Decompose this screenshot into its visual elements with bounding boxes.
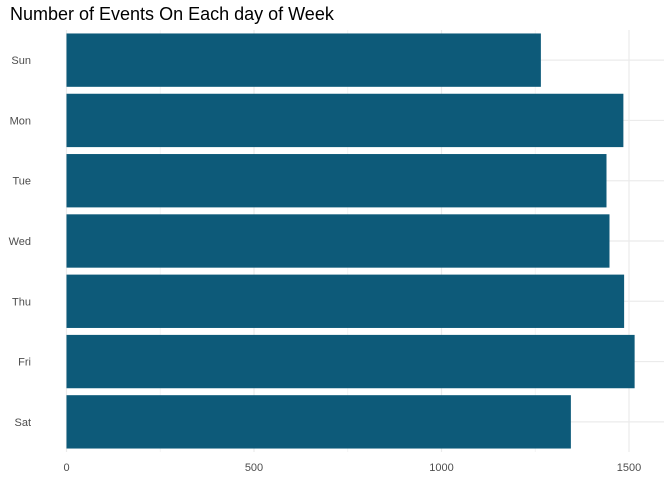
bars [66,33,635,449]
y-tick-label: Mon [10,115,31,127]
x-tick-label: 1500 [617,462,641,474]
bar-fri [66,334,635,389]
x-tick-label: 0 [63,462,69,474]
bar-tue [66,154,607,208]
x-axis-labels: 0 500 1000 1500 [63,462,641,474]
x-tick-label: 500 [245,462,263,474]
y-tick-label: Fri [18,357,31,369]
y-axis-labels: Sun Mon Tue Wed Thu Fri Sat [9,55,31,429]
y-tick-label: Sat [14,417,31,429]
y-tick-label: Sun [11,55,31,67]
bar-thu [66,274,625,328]
x-tick-label: 1000 [429,462,453,474]
bar-sun [66,33,541,87]
chart-title: Number of Events On Each day of Week [10,4,334,24]
y-tick-label: Thu [12,296,31,308]
bar-sat [66,395,571,449]
y-tick-label: Tue [12,176,31,188]
bar-wed [66,214,610,268]
bar-mon [66,93,624,148]
y-tick-label: Wed [9,236,31,248]
